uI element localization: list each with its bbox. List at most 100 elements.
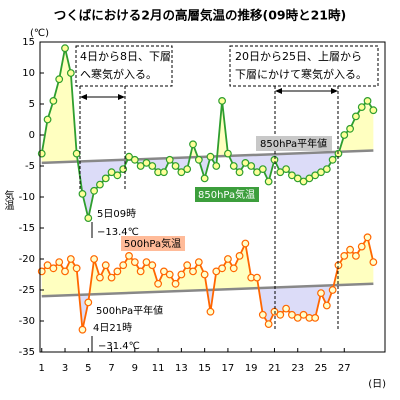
- data-point: [165, 270, 174, 279]
- data-point: [72, 149, 81, 158]
- data-point: [160, 168, 168, 177]
- data-point: [171, 279, 180, 288]
- data-point: [165, 155, 174, 164]
- data-point: [270, 155, 279, 164]
- data-point: [107, 168, 116, 177]
- data-point: [171, 162, 180, 170]
- x-tick-label: 17: [222, 363, 235, 374]
- x-tick-label: 15: [198, 363, 211, 374]
- plot-frame: [39, 41, 386, 353]
- x-tick-label: 19: [245, 363, 258, 374]
- x-tick-label: 3: [62, 363, 68, 374]
- data-point: [183, 261, 192, 270]
- annotation-box: [75, 45, 173, 87]
- data-point: [352, 251, 360, 260]
- data-point: [340, 251, 349, 260]
- data-point: [317, 289, 325, 298]
- legend-box: [256, 136, 332, 151]
- data-point: [177, 270, 186, 279]
- data-point: [49, 96, 58, 105]
- series-line: [41, 234, 375, 330]
- data-point: [183, 165, 192, 174]
- y-tick-label: -5: [25, 161, 35, 172]
- data-point: [276, 310, 285, 319]
- data-point: [148, 162, 157, 170]
- y-tick-label: -25: [19, 285, 35, 296]
- y-tick-label: -35: [19, 347, 35, 358]
- data-point: [66, 69, 75, 77]
- data-point: [206, 152, 215, 161]
- y-tick-label: 0: [29, 130, 35, 141]
- data-point: [130, 258, 139, 267]
- data-point: [369, 106, 378, 115]
- y-unit: (℃): [30, 28, 49, 39]
- annotation: 4日21時: [93, 322, 132, 334]
- data-point: [224, 255, 232, 263]
- data-point: [96, 180, 104, 189]
- arrow-head: [80, 94, 87, 100]
- data-point: [189, 140, 197, 149]
- x-tick-label: 1: [39, 363, 45, 374]
- data-point: [218, 264, 226, 273]
- data-point: [218, 96, 226, 105]
- data-point: [194, 155, 203, 164]
- data-point: [288, 310, 296, 319]
- data-point: [229, 162, 238, 170]
- data-point: [247, 162, 256, 170]
- data-point: [224, 149, 232, 158]
- x-tick-label: 7: [108, 363, 114, 374]
- data-point: [200, 174, 209, 183]
- y-tick-label: 10: [22, 68, 35, 79]
- x-tick-label: 5: [85, 363, 91, 374]
- data-point: [189, 267, 197, 276]
- data-point: [241, 158, 250, 167]
- data-point: [357, 103, 366, 111]
- legend-box: [121, 236, 185, 251]
- data-point: [282, 165, 290, 174]
- data-point: [78, 325, 87, 334]
- annotation: 下層にかけて寒気が入る。: [235, 67, 367, 81]
- data-point: [142, 158, 151, 167]
- data-point: [363, 96, 372, 105]
- x-unit: (日): [368, 379, 386, 390]
- data-point: [119, 165, 128, 174]
- data-point: [258, 165, 267, 174]
- legend-box: [195, 187, 259, 202]
- y-tick-label: -30: [19, 316, 35, 327]
- data-point: [142, 258, 151, 267]
- data-point: [136, 267, 145, 276]
- data-point: [293, 174, 302, 183]
- data-point: [43, 115, 52, 124]
- data-point: [264, 320, 273, 329]
- data-point: [212, 267, 221, 276]
- data-point: [148, 261, 157, 270]
- legend-label: 850hPa気温: [198, 188, 255, 201]
- arrow-head: [331, 88, 338, 94]
- data-point: [90, 255, 99, 263]
- data-point: [311, 171, 320, 180]
- data-point: [78, 189, 87, 198]
- legend-label: 500hPa平年値: [96, 304, 163, 317]
- data-point: [96, 273, 104, 282]
- data-point: [299, 310, 308, 319]
- legend-label: 850hPa平年値: [260, 137, 327, 150]
- data-point: [258, 310, 267, 319]
- annotation: −31.4℃: [98, 341, 140, 352]
- data-point: [299, 177, 308, 186]
- arrow-head: [118, 94, 125, 100]
- data-point: [37, 267, 46, 276]
- data-point: [235, 251, 244, 260]
- data-point: [194, 258, 203, 267]
- y-tick-label: -15: [19, 223, 35, 234]
- x-tick-label: 11: [152, 363, 165, 374]
- x-tick-label: 27: [338, 363, 351, 374]
- data-point: [305, 174, 314, 183]
- data-point: [352, 112, 360, 121]
- data-point: [241, 239, 250, 248]
- data-point: [101, 261, 110, 270]
- data-point: [206, 307, 215, 316]
- data-point: [200, 270, 209, 279]
- data-point: [270, 307, 279, 316]
- data-point: [136, 162, 145, 170]
